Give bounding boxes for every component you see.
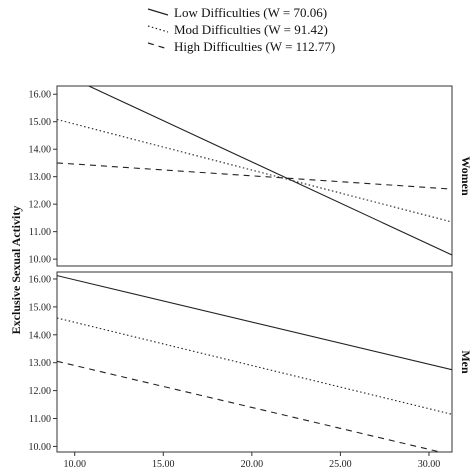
chart-legend: Low Difficulties (W = 70.06) Mod Difficul…	[147, 5, 335, 54]
y-tick-label: 16.00	[29, 90, 52, 101]
y-tick-label: 11.00	[29, 414, 51, 425]
y-tick-label: 16.00	[29, 274, 52, 285]
y-tick-label: 13.00	[29, 358, 52, 369]
y-axis-label: Exclusive Sexual Activity	[9, 206, 23, 335]
legend-label: Low Difficulties (W = 70.06)	[174, 5, 327, 20]
chart-panels: 10.00 11.00 12.00 13.00 14.00 15.00 16.00 Women…	[29, 85, 473, 453]
y-tick-label: 12.00	[29, 200, 52, 211]
series-line-solid	[57, 275, 452, 371]
panel-women: 10.00 11.00 12.00 13.00 14.00 15.00 16.00 Women	[29, 85, 473, 267]
y-tick-label: 11.00	[29, 227, 51, 238]
y-tick-label: 14.00	[29, 145, 52, 156]
y-tick-label: 10.00	[29, 255, 52, 266]
facet-label-women: Women	[459, 156, 473, 196]
panel-frame	[56, 85, 453, 267]
y-tick-label: 13.00	[29, 172, 52, 183]
y-tick-label: 15.00	[29, 117, 52, 128]
legend-label: High Difficulties (W = 112.77)	[174, 39, 335, 54]
legend-swatch-dotted	[147, 25, 169, 33]
series-line-dashed	[57, 162, 452, 190]
x-tick-label: 30.00	[418, 459, 441, 470]
legend-label: Mod Difficulties (W = 91.42)	[174, 22, 328, 37]
x-axis: 10.00 15.00 20.00 25.00 30.00	[63, 452, 440, 470]
x-tick-label: 10.00	[63, 459, 86, 470]
y-tick-label: 15.00	[29, 302, 52, 313]
legend-swatch-dashed	[147, 42, 169, 50]
series-line-dashed	[57, 360, 443, 452]
y-tick-label: 10.00	[29, 442, 52, 453]
x-tick-label: 25.00	[329, 459, 352, 470]
legend-swatch-solid	[147, 8, 169, 16]
y-tick-label: 12.00	[29, 386, 52, 397]
series-line-dotted	[57, 118, 452, 223]
series-line-dotted	[57, 317, 452, 415]
facet-label-men: Men	[459, 350, 473, 374]
panel-frame	[56, 271, 453, 453]
x-tick-label: 20.00	[241, 459, 264, 470]
y-tick-label: 14.00	[29, 330, 52, 341]
x-tick-label: 15.00	[152, 459, 175, 470]
panel-men: 10.00 11.00 12.00 13.00 14.00 15.00 16.00 Men	[29, 271, 473, 453]
series-line-solid	[87, 86, 452, 256]
